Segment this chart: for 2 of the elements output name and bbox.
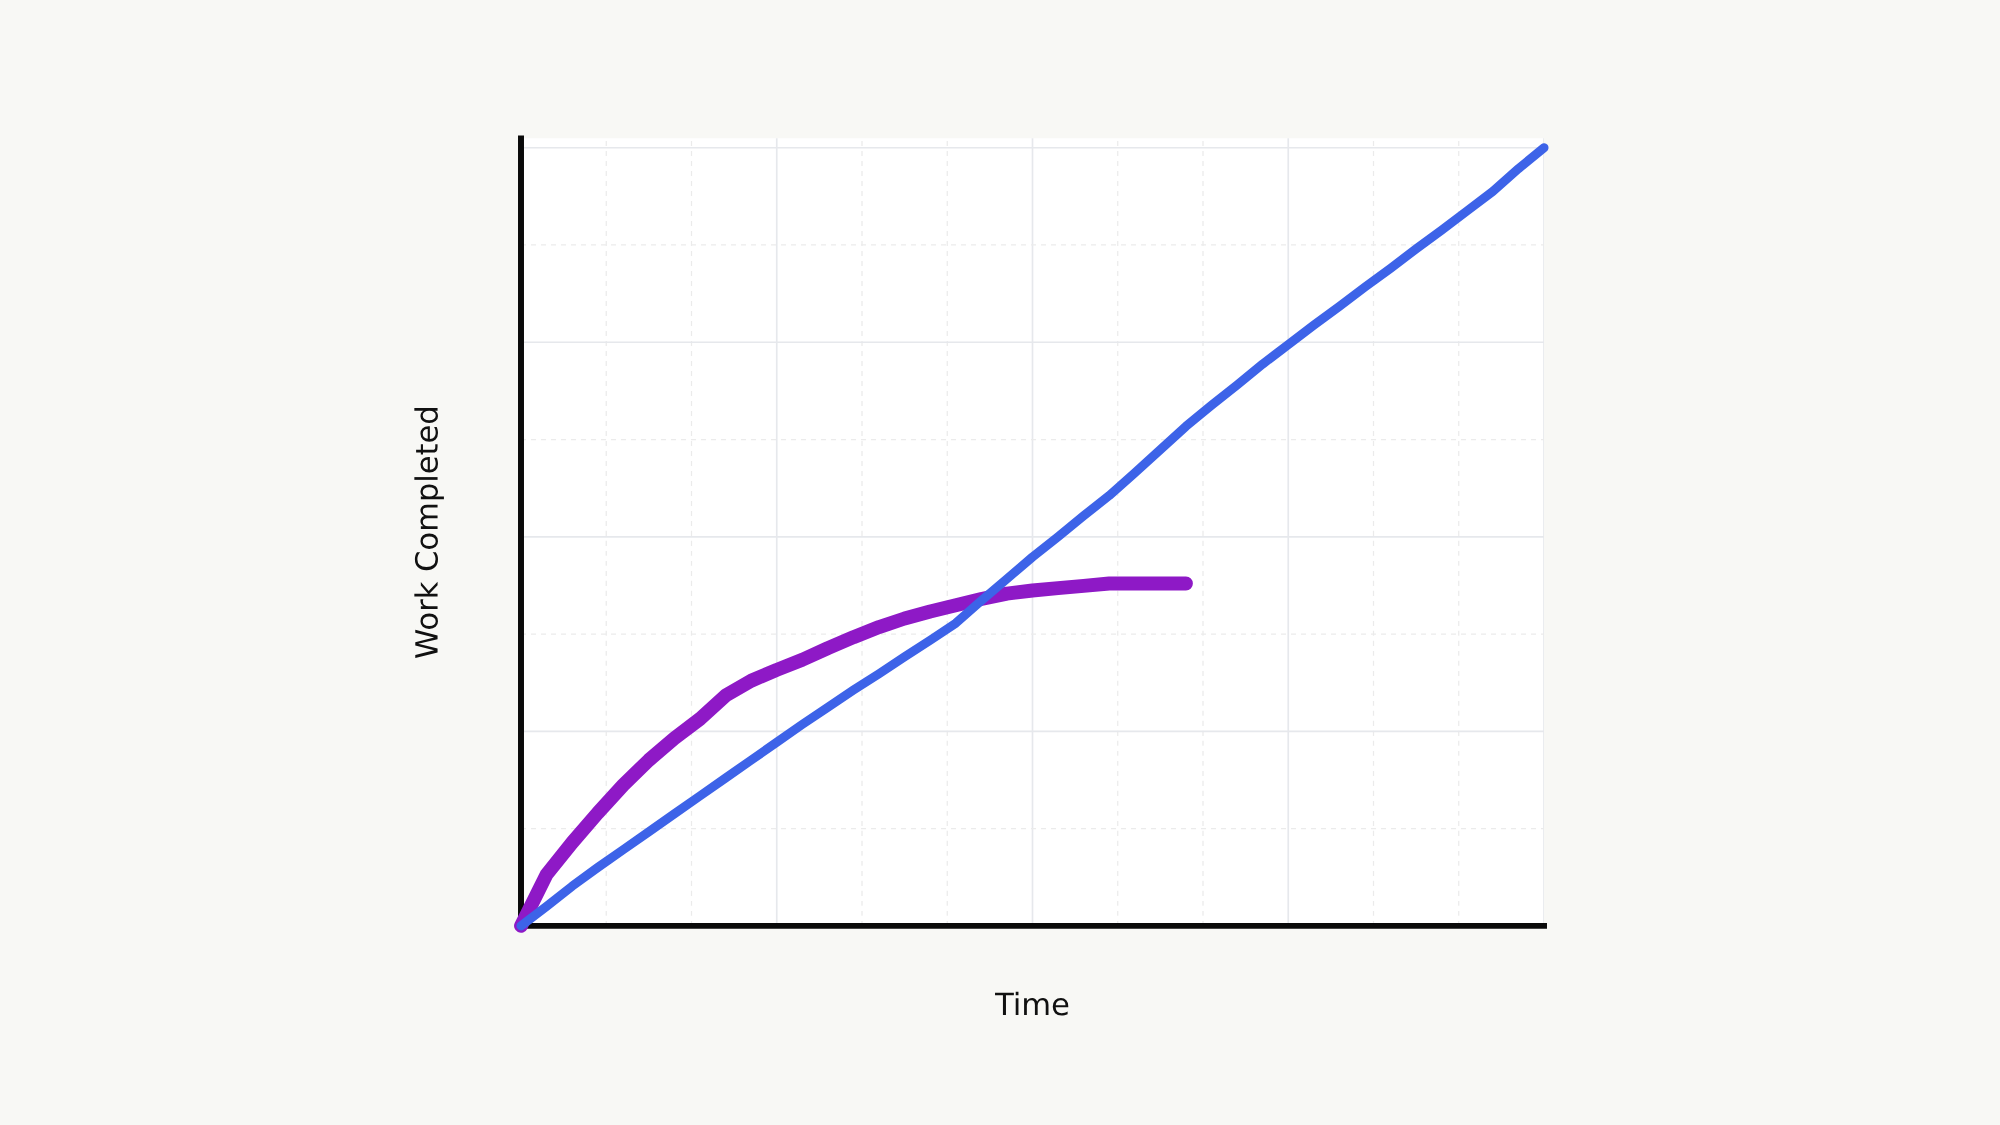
y-axis-title: Work Completed: [414, 408, 444, 658]
x-axis-title: Time: [995, 991, 1069, 1016]
